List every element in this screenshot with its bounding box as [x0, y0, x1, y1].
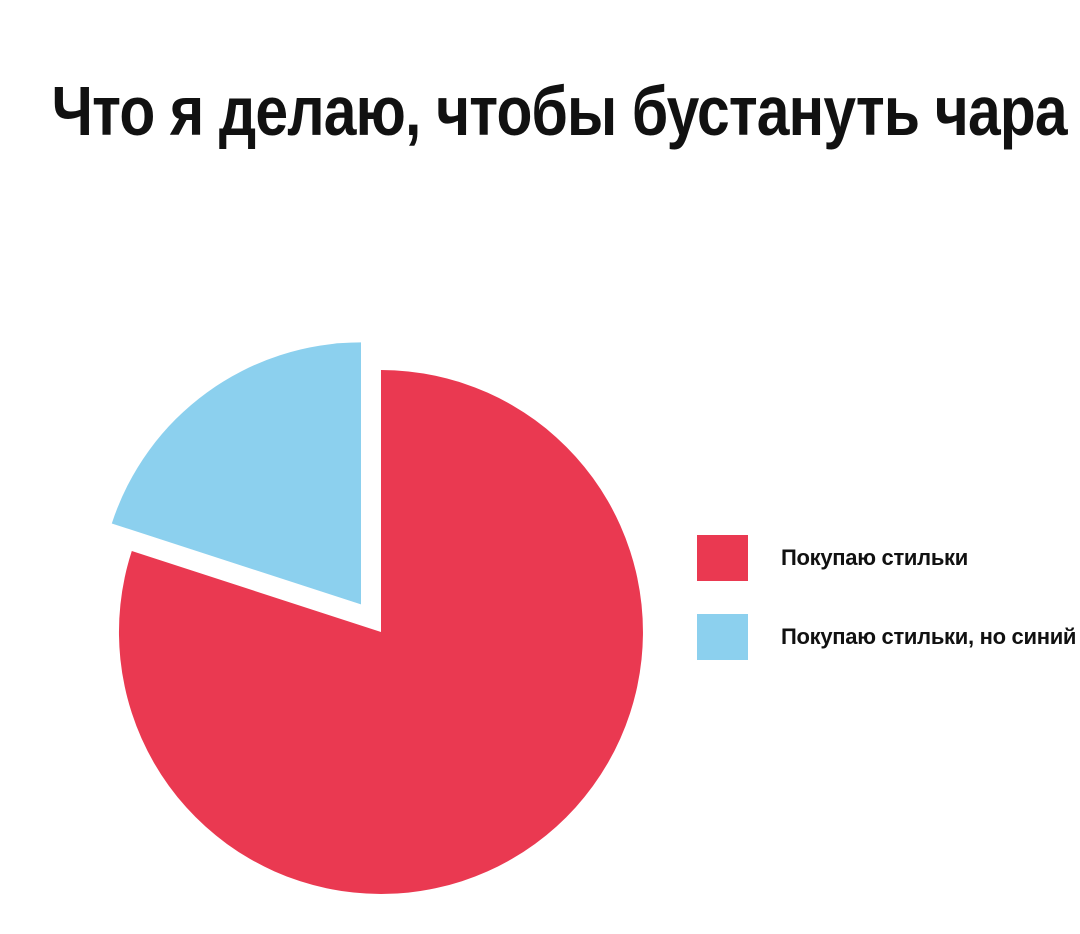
pie-slice-2: [111, 342, 361, 605]
pie-slice-1: [118, 370, 643, 894]
legend-item-blue: Покупаю стильки, но синий: [697, 614, 1076, 660]
legend-swatch-red-icon: [697, 535, 748, 581]
chart-title: Что я делаю, чтобы бустануть чара: [51, 72, 1067, 150]
legend-item-red: Покупаю стильки: [697, 535, 1076, 581]
legend-label-red: Покупаю стильки: [781, 545, 968, 570]
chart-title-wrap: Что я делаю, чтобы бустануть чара: [0, 76, 1080, 146]
legend-label-blue: Покупаю стильки, но синий: [781, 624, 1077, 649]
chart-legend: Покупаю стильки Покупаю стильки, но сини…: [697, 535, 1076, 660]
legend-swatch-blue-icon: [697, 614, 748, 660]
